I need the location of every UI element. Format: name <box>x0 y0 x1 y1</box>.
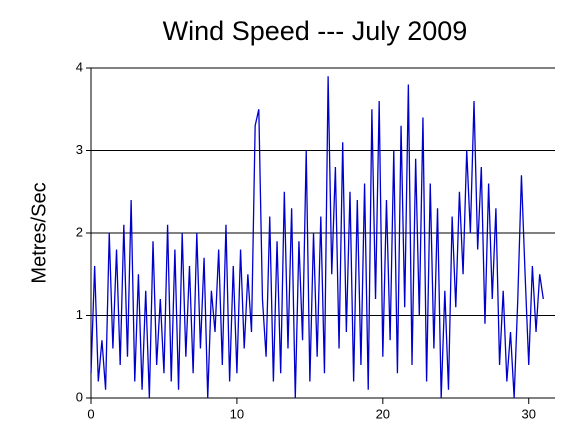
y-tick-label: 1 <box>76 307 83 322</box>
y-tick-label: 2 <box>76 224 83 239</box>
y-tick-label: 3 <box>76 142 83 157</box>
y-tick-label: 0 <box>76 389 83 404</box>
x-tick-label: 30 <box>522 406 536 421</box>
chart-title: Wind Speed --- July 2009 <box>163 16 468 46</box>
series-line <box>90 76 544 399</box>
x-tick-label: 20 <box>376 406 390 421</box>
y-axis-label: Metres/Sec <box>28 182 50 283</box>
x-tick-label: 0 <box>87 406 94 421</box>
y-tick-label: 4 <box>76 59 83 74</box>
x-tick-label: 10 <box>230 406 244 421</box>
